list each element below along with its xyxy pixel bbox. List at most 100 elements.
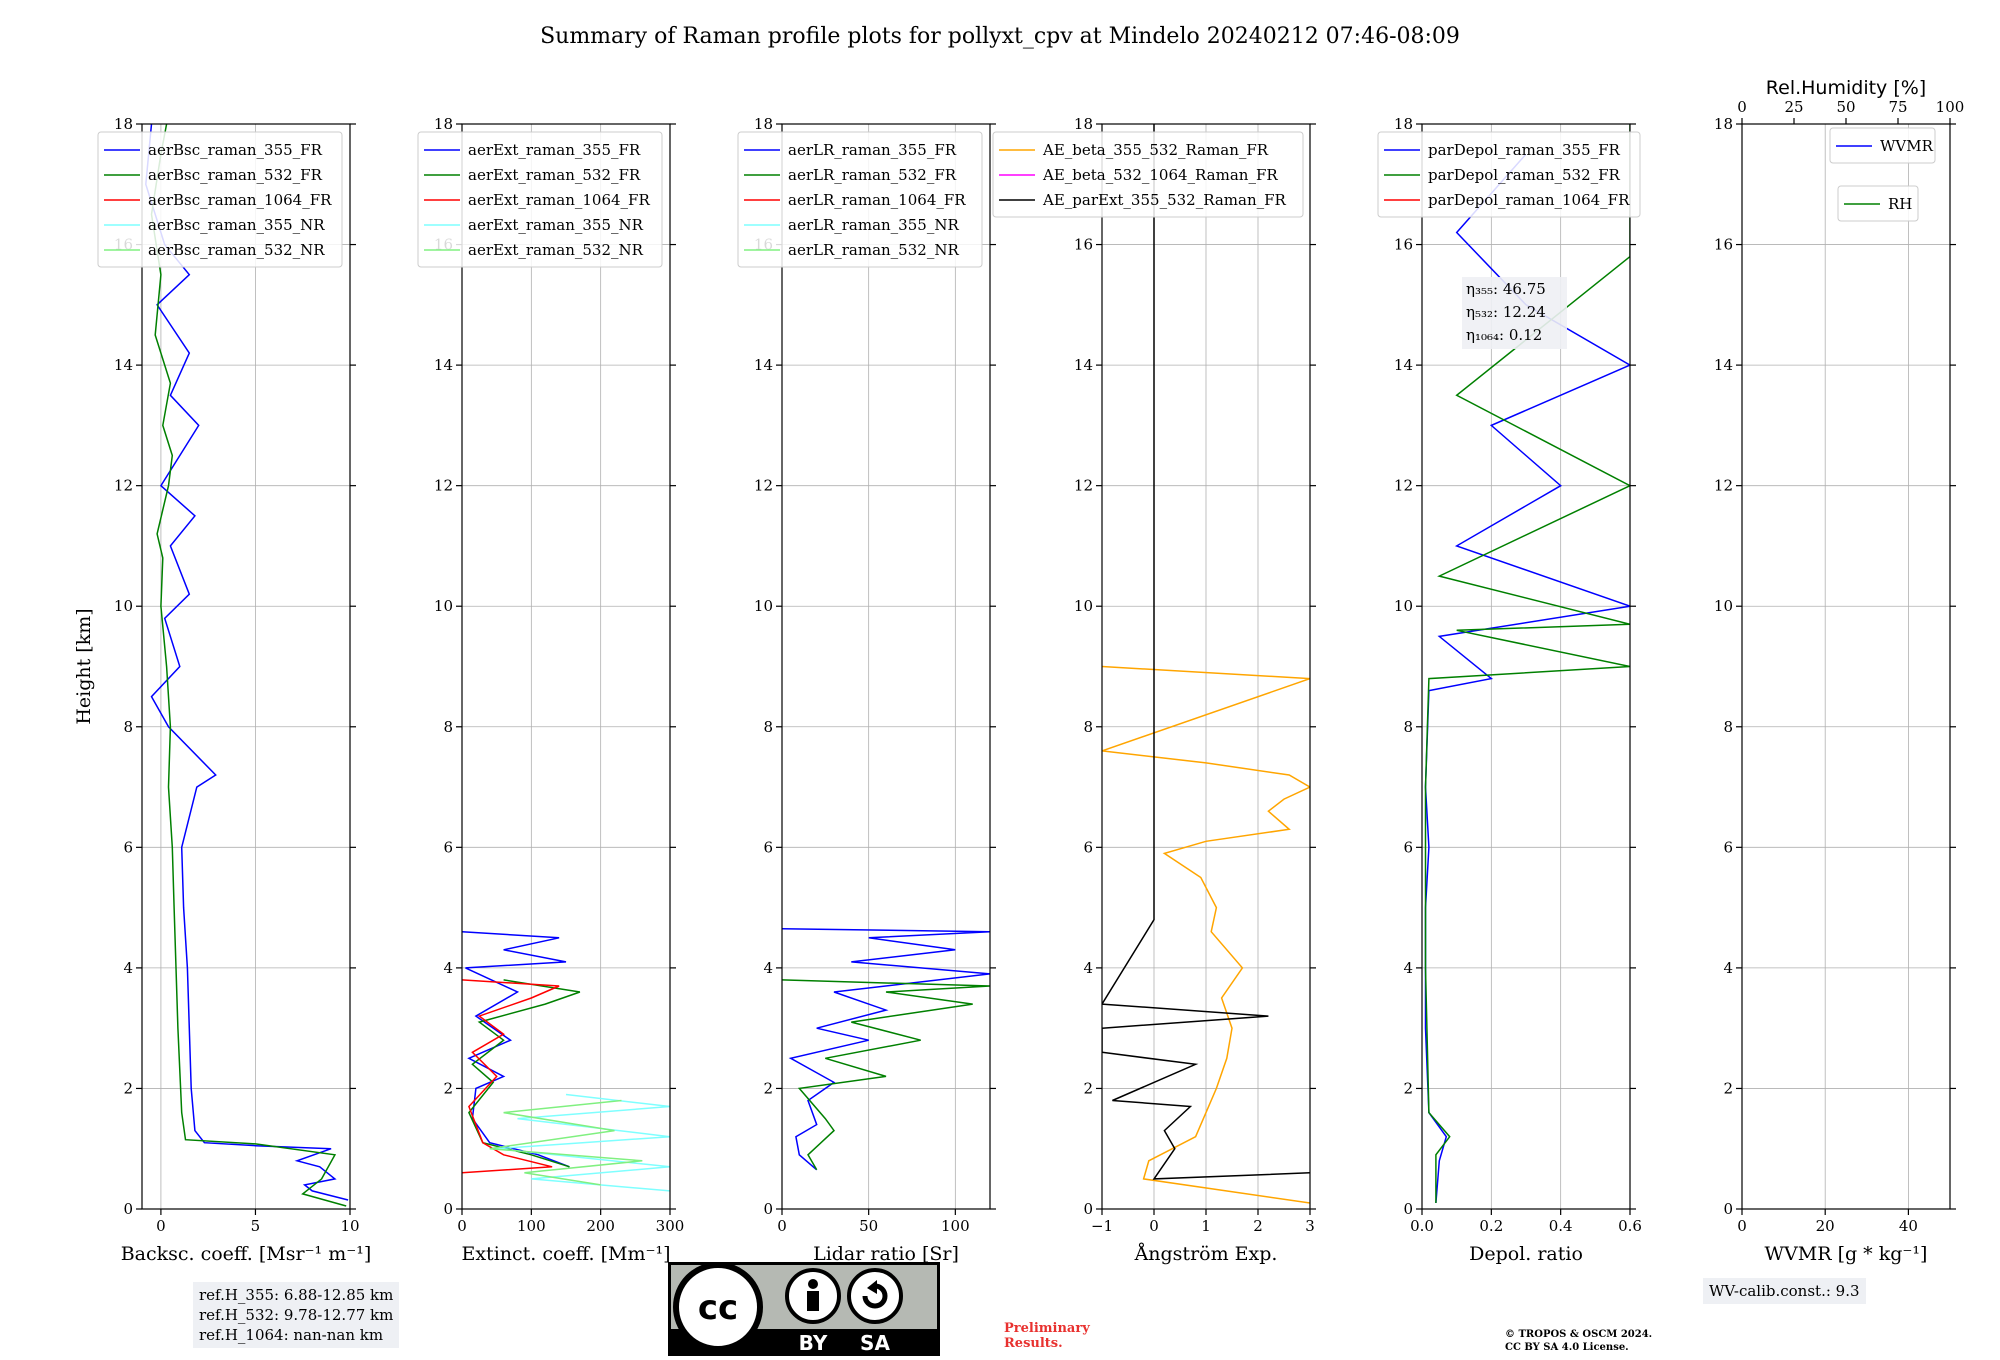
series-aerLR_raman_355_FR <box>782 927 990 1171</box>
y-tick-label: 2 <box>1723 1079 1733 1097</box>
panel-depolarization: 0.0 0.2 0.4 0.6 0 2 4 6 8 10 12 14 16 18 Depol. ratio p… <box>1377 115 1642 1265</box>
y-tick-label: 10 <box>114 597 133 615</box>
y-tick-label: 8 <box>1083 718 1093 736</box>
wv-calib-box: WV-calib.const.: 9.3 <box>1703 1278 1866 1304</box>
legend-lidar_ratio-box <box>737 131 983 268</box>
y-tick-label: 0 <box>763 1200 773 1218</box>
legend-backscatter-entry: aerBsc_raman_532_NR <box>148 241 325 259</box>
preliminary-line-1: Preliminary <box>1004 1321 1090 1336</box>
legend-angstrom-entry: AE_parExt_355_532_Raman_FR <box>1042 191 1287 209</box>
y-tick-label: 4 <box>1403 959 1413 977</box>
top-x-tick-label: 100 <box>1936 98 1965 116</box>
legend-angstrom-box <box>992 131 1304 218</box>
y-axis-label: Height [km] <box>73 608 95 724</box>
x-tick-label: 50 <box>859 1217 878 1235</box>
eta-annotations: η₃₅₅: 46.75 η₅₃₂: 12.24 η₁₀₆₄: 0.12 <box>1462 277 1567 349</box>
x-tick-label: 0.4 <box>1549 1217 1573 1235</box>
sa-arrow-arc <box>862 1283 888 1309</box>
top-x-tick-label: 75 <box>1888 98 1907 116</box>
y-tick-label: 6 <box>763 838 773 856</box>
y-tick-label: 6 <box>1403 838 1413 856</box>
y-tick-label: 10 <box>1714 597 1733 615</box>
top-axis-label: Rel.Humidity [%] <box>1766 77 1926 99</box>
panel-backscatter: 0510024681012141618Backsc. coeff. [Msr⁻¹… <box>73 115 371 1265</box>
x-tick-label: 20 <box>1816 1217 1835 1235</box>
sa-share-icon <box>847 1268 903 1324</box>
preliminary-note: Preliminary Results. <box>1004 1321 1090 1351</box>
ref-height-355: ref.H_355: 6.88-12.85 km <box>199 1286 394 1304</box>
panel-extinction: 0100200300024681012141618Extinct. coeff.… <box>417 115 684 1265</box>
y-tick-label: 14 <box>114 356 133 374</box>
series-aerLR_raman_532_FR <box>782 979 990 1171</box>
y-tick-label: 4 <box>1083 959 1093 977</box>
axes-frame <box>781 123 991 1210</box>
y-tick-label: 8 <box>1723 718 1733 736</box>
x-tick-label: 0 <box>777 1217 787 1235</box>
y-tick-label: 4 <box>1723 959 1733 977</box>
cc-text: cc <box>698 1288 738 1328</box>
y-tick-label: 0 <box>123 1200 133 1218</box>
x-tick-label: 3 <box>1305 1217 1315 1235</box>
by-person-body <box>807 1291 819 1311</box>
legend-depolarization-box <box>1377 131 1641 218</box>
legend-lidar_ratio-entry: aerLR_raman_532_NR <box>788 241 959 259</box>
x-tick-label: 0 <box>156 1217 166 1235</box>
sa-label: SA <box>860 1331 890 1355</box>
eta-value: η₃₅₅: 46.75 <box>1466 280 1546 298</box>
top-x-tick-label: 25 <box>1784 98 1803 116</box>
legend-rh-entry: RH <box>1888 195 1912 213</box>
y-tick-label: 12 <box>1394 477 1413 495</box>
plot-area <box>782 927 990 1171</box>
legend-extinction-entry: aerExt_raman_355_FR <box>468 141 641 159</box>
legend-angstrom-entry: AE_beta_532_1064_Raman_FR <box>1042 166 1278 184</box>
legend-depolarization-entry: parDepol_raman_532_FR <box>1428 166 1621 184</box>
figure-title: Summary of Raman profile plots for polly… <box>540 24 1460 49</box>
y-tick-label: 6 <box>1723 838 1733 856</box>
y-tick-label: 8 <box>1403 718 1413 736</box>
cc-license-logo: cc BY SA <box>668 1262 940 1356</box>
legend-wvmr-box <box>1829 127 1936 164</box>
series-aerExt_raman_355_FR <box>462 930 570 1168</box>
y-tick-label: 2 <box>1083 1079 1093 1097</box>
series-aerBsc_raman_532_FR <box>150 124 347 1207</box>
y-tick-label: 12 <box>434 477 453 495</box>
axes-frame <box>1421 123 1631 1210</box>
copyright-line-2: CC BY SA 4.0 License. <box>1505 1342 1629 1353</box>
legend-extinction-entry: aerExt_raman_532_NR <box>468 241 644 259</box>
x-tick-label: 0 <box>1737 1217 1747 1235</box>
y-tick-label: 14 <box>1074 356 1093 374</box>
legend-extinction-entry: aerExt_raman_1064_FR <box>468 191 650 209</box>
x-tick-label: 0.2 <box>1479 1217 1503 1235</box>
plot-area <box>462 930 670 1192</box>
legend-depolarization-entry: parDepol_raman_355_FR <box>1428 141 1621 159</box>
legend-lidar_ratio-entry: aerLR_raman_355_FR <box>788 141 957 159</box>
y-tick-label: 2 <box>763 1079 773 1097</box>
y-tick-label: 8 <box>123 718 133 736</box>
axes-frame <box>461 123 671 1210</box>
cc-circle-icon <box>673 1262 763 1352</box>
copyright-note: © TROPOS & OSCM 2024. CC BY SA 4.0 Licen… <box>1505 1328 1652 1354</box>
plot-area <box>1102 124 1310 1204</box>
plot-area <box>145 124 349 1207</box>
x-tick-label: 10 <box>340 1217 359 1235</box>
y-tick-label: 0 <box>443 1200 453 1218</box>
x-tick-label: 5 <box>251 1217 261 1235</box>
y-tick-label: 0 <box>1403 1200 1413 1218</box>
x-tick-label: 0.0 <box>1410 1217 1434 1235</box>
x-axis-label: Extinct. coeff. [Mm⁻¹] <box>461 1243 670 1265</box>
y-tick-label: 12 <box>754 477 773 495</box>
axes-frame <box>141 123 351 1210</box>
y-tick-label: 14 <box>434 356 453 374</box>
x-axis-label: Backsc. coeff. [Msr⁻¹ m⁻¹] <box>121 1243 372 1265</box>
ref-heights-box: ref.H_355: 6.88-12.85 km ref.H_532: 9.78… <box>193 1282 400 1348</box>
x-axis-label: Lidar ratio [Sr] <box>813 1243 959 1265</box>
x-tick-label: 100 <box>517 1217 546 1235</box>
legend-backscatter-entry: aerBsc_raman_1064_FR <box>148 191 332 209</box>
top-x-tick-label: 0 <box>1737 98 1747 116</box>
y-tick-label: 14 <box>1394 356 1413 374</box>
legend-backscatter-entry: aerBsc_raman_355_FR <box>148 141 323 159</box>
sa-arrow-head <box>867 1280 877 1294</box>
x-tick-label: 200 <box>586 1217 615 1235</box>
